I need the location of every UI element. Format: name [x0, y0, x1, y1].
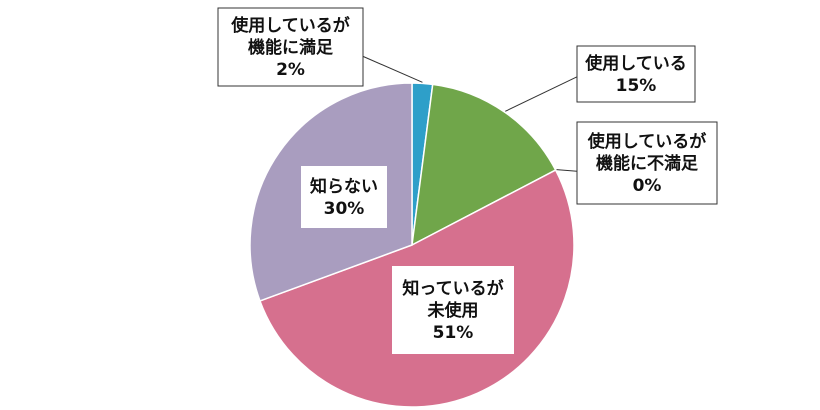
- label-box: [576, 121, 718, 205]
- label-box: [392, 266, 514, 354]
- slice-value-label: 2%: [276, 60, 305, 80]
- slice-value-label: 15%: [616, 76, 657, 96]
- label-box: [217, 7, 364, 87]
- slice-value-label: 51%: [433, 323, 474, 343]
- leader-lines: [362, 55, 578, 172]
- label-box: [576, 45, 696, 103]
- label-box: [301, 166, 387, 228]
- pie-slices: [249, 82, 575, 408]
- slice-value-label: 0%: [633, 176, 662, 196]
- slice-value-label: 30%: [324, 199, 365, 219]
- slice-category-label: 知らない: [309, 176, 378, 197]
- slice-category-label: 未使用: [427, 300, 479, 321]
- pie-slice-使用している: [411, 83, 557, 247]
- slice-category-label: 知っているが: [401, 278, 503, 299]
- slice-category-label: 機能に不満足: [596, 153, 698, 174]
- slice-category-label: 使用している: [584, 53, 687, 74]
- leader-line-使用している: [505, 76, 578, 112]
- slice-category-label: 機能に満足: [248, 37, 333, 58]
- leader-line-使用しているが-機能に満足: [362, 55, 423, 83]
- slice-category-label: 使用しているが: [230, 15, 350, 36]
- leader-line-使用しているが-機能に不満足: [556, 169, 578, 172]
- slice-category-label: 使用しているが: [587, 131, 707, 152]
